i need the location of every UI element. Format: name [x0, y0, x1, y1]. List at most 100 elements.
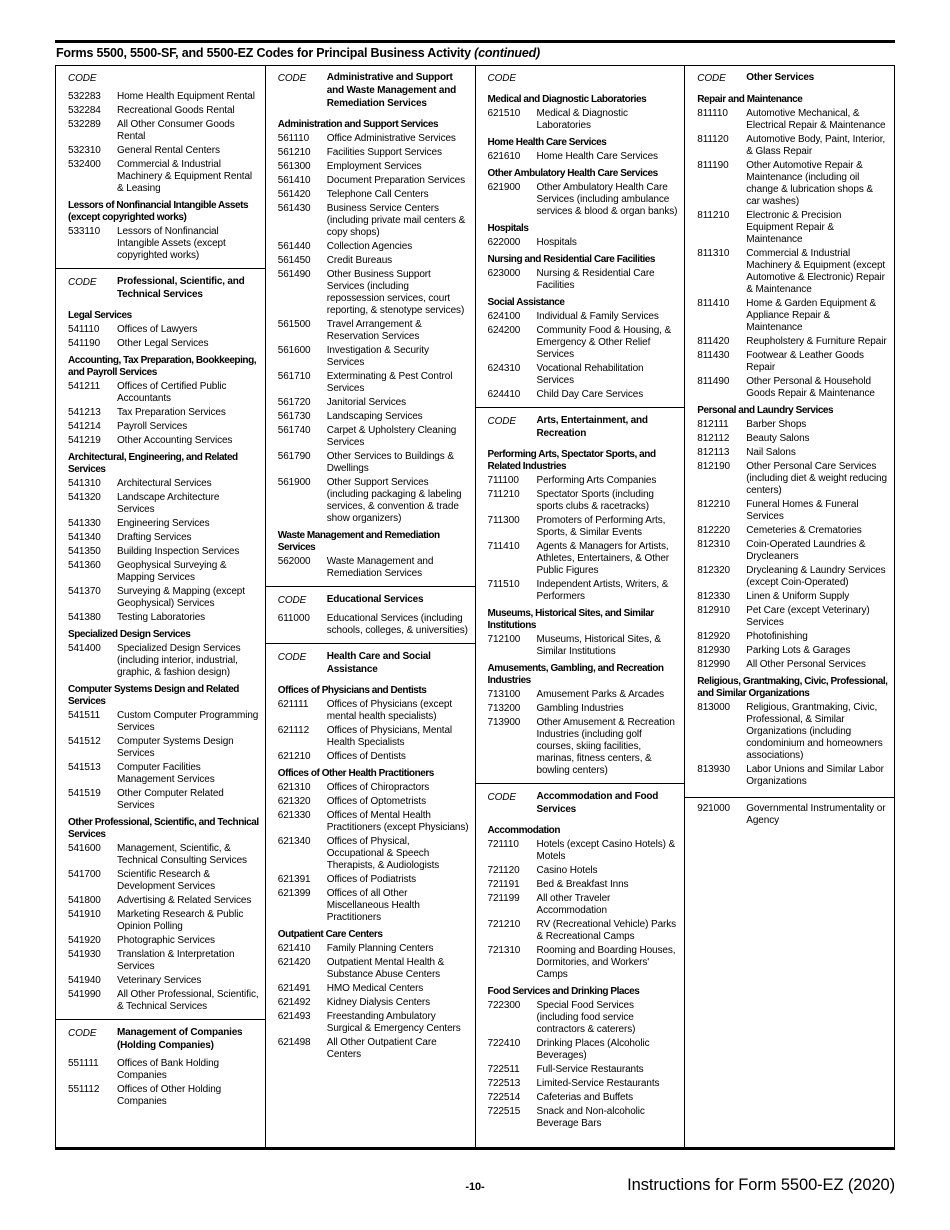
activity-label: HMO Medical Centers	[326, 983, 424, 994]
activity-label: Offices of Dentists	[326, 751, 406, 762]
activity-code: 561790	[277, 451, 311, 462]
activity-code: 812220	[697, 525, 731, 536]
section-rule	[685, 797, 894, 801]
code-row: 722515 Snack and Non-alcoholic Beverage B…	[476, 1104, 685, 1130]
code-row: 721191 Bed & Breakfast Inns	[476, 877, 685, 891]
code-row: 541380 Testing Laboratories	[56, 610, 265, 624]
group-heading: Lessors of Nonfinancial Intangible Asset…	[68, 200, 249, 223]
activity-label: Offices of Podiatrists	[326, 874, 417, 885]
activity-label: Drafting Services	[117, 532, 192, 543]
activity-code: 811490	[697, 376, 730, 387]
activity-code: 532310	[68, 145, 101, 156]
activity-code: 621112	[277, 725, 310, 736]
activity-code: 561730	[277, 411, 311, 422]
code-row: 541513 Computer Facilities Management Ser…	[56, 760, 265, 786]
activity-code: 541380	[68, 612, 101, 623]
activity-label: Linen & Uniform Supply	[746, 591, 850, 602]
activity-label: Drycleaning & Laundry Services (except C…	[746, 565, 886, 588]
activity-code: 621510	[487, 108, 521, 119]
code-row: 561710 Exterminating & Pest Control Servi…	[266, 369, 475, 395]
code-row: 711210 Spectator Sports (including sports…	[476, 487, 685, 513]
activity-label: Offices of Chiropractors	[326, 782, 430, 793]
activity-label: Telephone Call Centers	[326, 189, 429, 200]
activity-code: 532283	[68, 91, 101, 102]
activity-code: 561720	[277, 397, 311, 408]
group-heading: Personal and Laundry Services	[697, 405, 834, 416]
activity-code: 623000	[487, 268, 521, 279]
activity-code: 812920	[697, 631, 731, 642]
activity-code: 722410	[487, 1038, 521, 1049]
activity-label: Document Preparation Services	[326, 175, 466, 186]
code-row: 811210 Electronic & Precision Equipment R…	[685, 208, 894, 246]
activity-code: 541214	[68, 421, 101, 432]
code-row: 561110 Office Administrative Services	[266, 131, 475, 145]
activity-label: Janitorial Services	[326, 397, 406, 408]
activity-code: 811210	[697, 210, 730, 221]
code-row: 561790 Other Services to Buildings & Dwel…	[266, 449, 475, 475]
activity-code: 532289	[68, 119, 101, 130]
activity-code: 811120	[697, 134, 729, 145]
activity-label: Home Health Care Services	[536, 151, 659, 162]
code-row: 812210 Funeral Homes & Funeral Services	[685, 497, 894, 523]
activity-label: Lessors of Nonfinancial Intangible Asset…	[117, 226, 226, 261]
code-row: 541940 Veterinary Services	[56, 973, 265, 987]
code-row: 561600 Investigation & Security Services	[266, 343, 475, 369]
activity-code: 711100	[487, 475, 519, 486]
code-row: 813930 Labor Unions and Similar Labor Org…	[685, 762, 894, 788]
section-code-header: CODE Accommodation and Food Services	[475, 783, 685, 820]
code-row: 621391 Offices of Podiatrists	[266, 872, 475, 886]
activity-code: 722511	[487, 1064, 520, 1075]
activity-label: Other Amusement & Recreation Industries …	[536, 717, 675, 776]
activity-label: Hotels (except Casino Hotels) & Motels	[536, 839, 676, 862]
activity-code: 541213	[68, 407, 101, 418]
code-column-label: CODE	[487, 792, 517, 803]
activity-code: 721310	[487, 945, 521, 956]
activity-code: 541110	[68, 324, 100, 335]
activity-code: 621420	[277, 957, 311, 968]
activity-label: Management, Scientific, & Technical Cons…	[117, 843, 247, 866]
code-row: 813000 Religious, Grantmaking, Civic, Pro…	[685, 700, 894, 762]
activity-label: All Other Personal Services	[746, 659, 866, 670]
activity-code: 621111	[277, 699, 309, 710]
activity-label: Drinking Places (Alcoholic Beverages)	[536, 1038, 650, 1061]
activity-code: 561410	[277, 175, 311, 186]
activity-code: 541700	[68, 869, 101, 880]
code-column-label: CODE	[487, 73, 517, 84]
code-row: 621410 Family Planning Centers	[266, 941, 475, 955]
group-heading: Amusements, Gambling, and Recreation Ind…	[487, 663, 665, 686]
group-heading: Waste Management and Remediation Service…	[277, 530, 440, 553]
activity-code: 711410	[487, 541, 520, 552]
activity-label: Promoters of Performing Arts, Sports, & …	[536, 515, 666, 538]
activity-code: 713100	[487, 689, 521, 700]
activity-label: Family Planning Centers	[326, 943, 434, 954]
code-column-label: CODE	[68, 277, 97, 288]
section-title: Arts, Entertainment, and Recreation	[536, 415, 649, 439]
activity-label: Special Food Services (including food se…	[536, 1000, 636, 1035]
activity-code: 713200	[487, 703, 521, 714]
code-row: 541110 Offices of Lawyers	[56, 322, 265, 336]
code-row: 713900 Other Amusement & Recreation Indus…	[476, 715, 685, 777]
activity-label: Landscape Architecture Services	[117, 492, 220, 515]
group-heading: Offices of Physicians and Dentists	[277, 685, 427, 696]
activity-label: Performing Arts Companies	[536, 475, 657, 486]
activity-code: 561740	[277, 425, 311, 436]
activity-code: 621498	[277, 1037, 311, 1048]
activity-label: Labor Unions and Similar Labor Organizat…	[746, 764, 884, 787]
activity-label: Religious, Grantmaking, Civic, Professio…	[746, 702, 883, 761]
activity-code: 541990	[68, 989, 101, 1000]
group-heading: Social Assistance	[487, 297, 565, 308]
activity-label: Computer Systems Design Services	[117, 736, 234, 759]
code-row: 562000 Waste Management and Remediation S…	[266, 554, 475, 580]
code-row: 611000 Educational Services (including sc…	[266, 611, 475, 637]
activity-label: Surveying & Mapping (except Geophysical)…	[117, 586, 245, 609]
code-column-label: CODE	[487, 416, 517, 427]
activity-label: Automotive Body, Paint, Interior, & Glas…	[746, 134, 886, 157]
code-row: 713200 Gambling Industries	[476, 701, 685, 715]
activity-label: Travel Arrangement & Reservation Service…	[326, 319, 422, 342]
activity-code: 541190	[68, 338, 101, 349]
activity-code: 812910	[697, 605, 731, 616]
code-row: 811110 Automotive Mechanical, & Electrica…	[685, 106, 894, 132]
code-column-label: CODE	[277, 73, 307, 84]
activity-label: Museums, Historical Sites, & Similar Ins…	[536, 634, 662, 657]
code-row: 561440 Collection Agencies	[266, 239, 475, 253]
